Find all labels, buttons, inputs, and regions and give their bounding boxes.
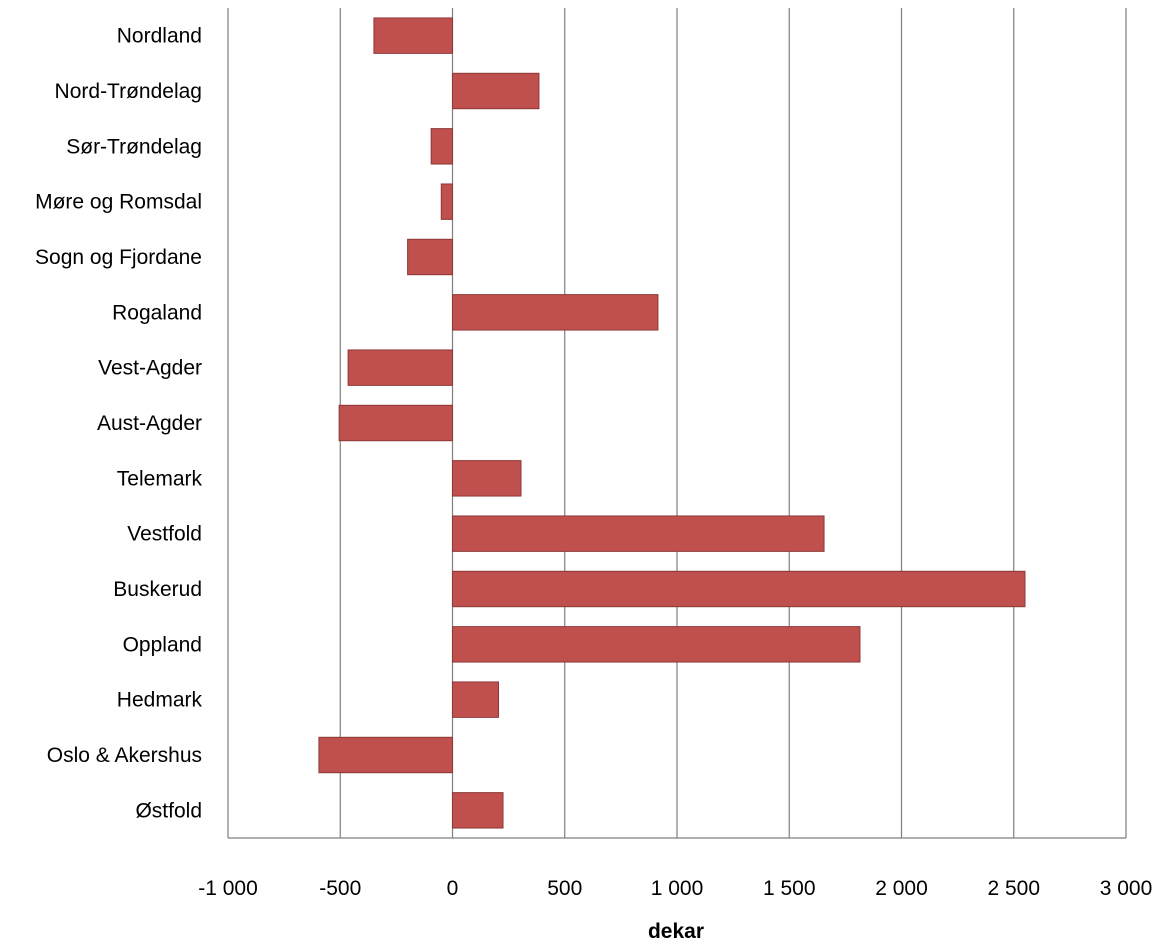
- x-tick-label: 500: [547, 877, 582, 900]
- bar: [453, 571, 1025, 606]
- bars: [319, 18, 1025, 828]
- category-label: Nord-Trøndelag: [55, 80, 202, 103]
- bar: [441, 184, 452, 219]
- x-tick-label: -500: [319, 877, 361, 900]
- category-label: Telemark: [117, 467, 203, 490]
- x-tick-label: 2 000: [875, 877, 928, 900]
- category-label: Oppland: [123, 633, 202, 656]
- bar: [453, 516, 825, 551]
- category-label: Sogn og Fjordane: [35, 246, 202, 269]
- category-labels: Nordland Nord-Trøndelag Sør-Trøndelag Møre …: [35, 25, 202, 823]
- category-label: Møre og Romsdal: [35, 191, 202, 214]
- bar: [319, 737, 453, 772]
- bar: [453, 793, 504, 828]
- x-axis-title: dekar: [648, 920, 704, 943]
- category-label: Oslo & Akershus: [47, 744, 202, 767]
- category-label: Østfold: [135, 799, 202, 822]
- bar: [453, 461, 521, 496]
- category-label: Sør-Trøndelag: [66, 135, 202, 158]
- category-label: Vestfold: [127, 523, 202, 546]
- category-label: Buskerud: [113, 578, 202, 601]
- bar: [453, 627, 860, 662]
- category-label: Hedmark: [117, 689, 203, 712]
- x-tick-label: -1 000: [198, 877, 258, 900]
- bar: [339, 405, 452, 440]
- category-label: Nordland: [117, 25, 202, 48]
- category-label: Rogaland: [112, 301, 202, 324]
- category-label: Vest-Agder: [98, 357, 202, 380]
- bar: [453, 295, 658, 330]
- bar: [408, 239, 453, 274]
- bar: [431, 129, 452, 164]
- x-tick-labels: -1 000 -500 0 500 1 000 1 500 2 000 2 500 3 000: [198, 877, 1152, 900]
- bar: [453, 682, 499, 717]
- x-tick-label: 1 000: [651, 877, 704, 900]
- x-tick-label: 0: [447, 877, 459, 900]
- category-label: Aust-Agder: [97, 412, 202, 435]
- x-tick-label: 1 500: [763, 877, 816, 900]
- x-tick-label: 3 000: [1100, 877, 1153, 900]
- bar: [374, 18, 453, 53]
- bar: [348, 350, 452, 385]
- bar: [453, 73, 539, 108]
- x-tick-label: 2 500: [987, 877, 1040, 900]
